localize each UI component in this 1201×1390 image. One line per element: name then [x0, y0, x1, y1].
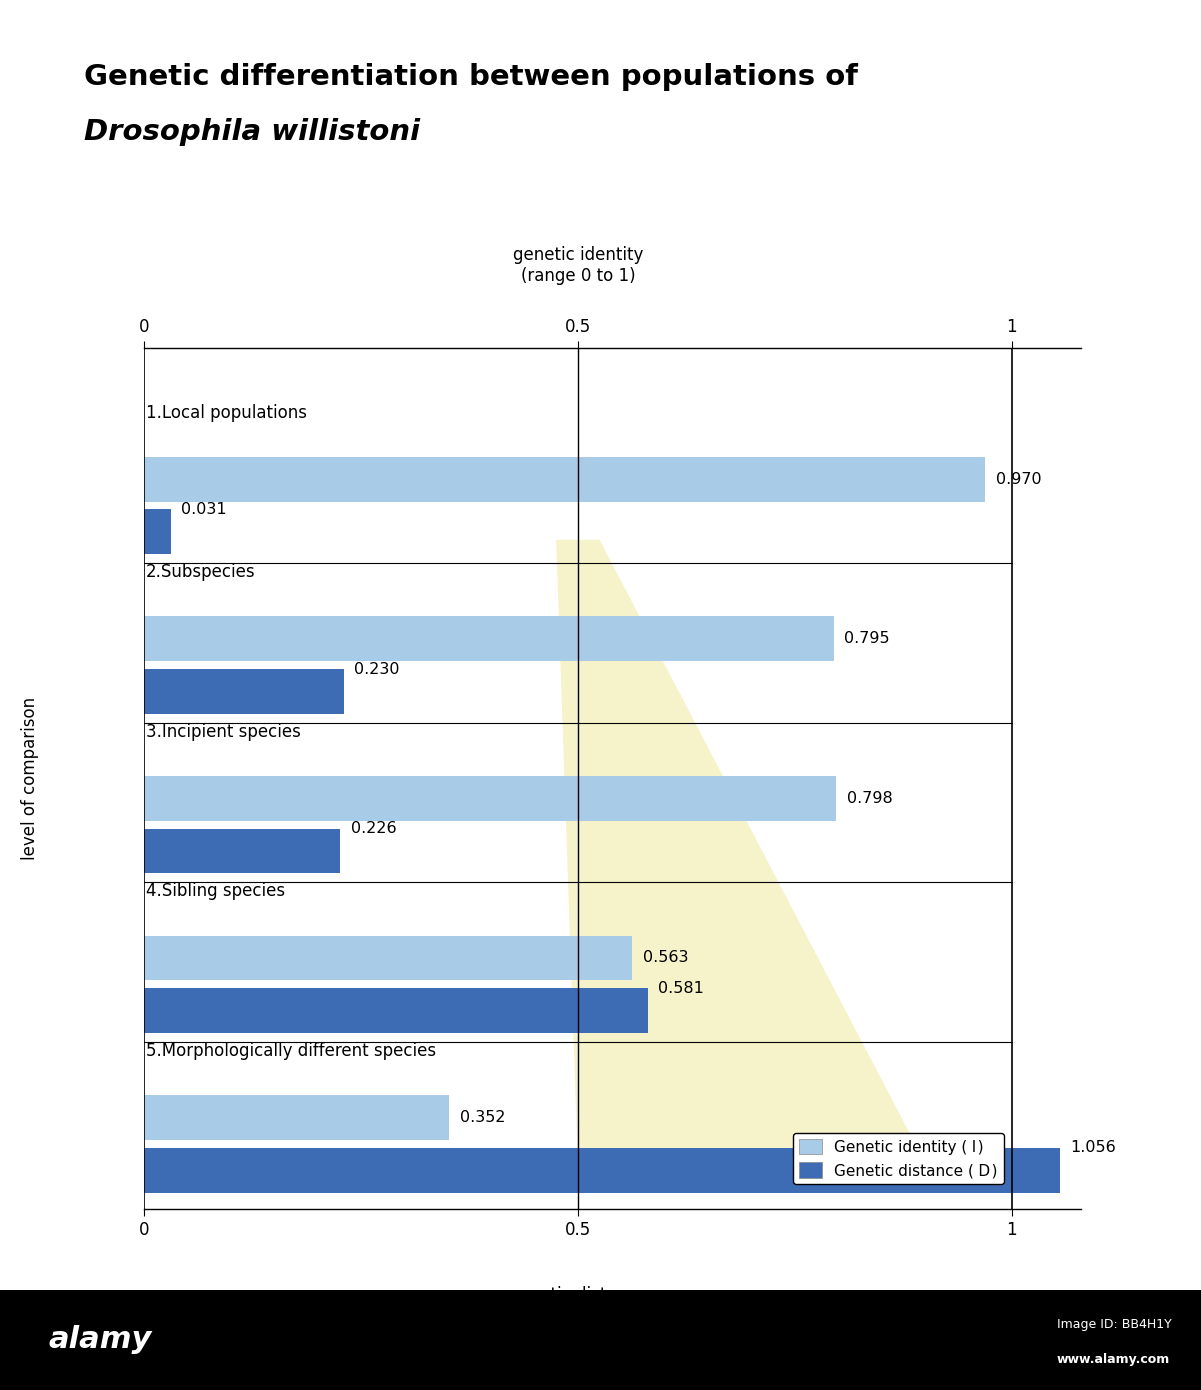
Text: 4.Sibling species: 4.Sibling species	[145, 883, 285, 901]
Text: 0.031: 0.031	[181, 502, 227, 517]
Legend: Genetic identity (  I ), Genetic distance (  D ): Genetic identity ( I ), Genetic distance…	[793, 1133, 1004, 1184]
Bar	[144, 988, 649, 1033]
Text: 1.056: 1.056	[1070, 1140, 1116, 1155]
Bar	[144, 510, 171, 555]
Text: level of comparison: level of comparison	[22, 696, 38, 860]
Text: 0.230: 0.230	[354, 662, 400, 677]
Text: 0.798: 0.798	[847, 791, 892, 806]
Text: 5.Morphologically different species: 5.Morphologically different species	[145, 1042, 436, 1061]
Text: 1.Local populations: 1.Local populations	[145, 403, 306, 421]
Text: Image ID: BB4H1Y: Image ID: BB4H1Y	[1057, 1319, 1172, 1332]
Text: 0.970: 0.970	[996, 471, 1041, 486]
Text: 0.581: 0.581	[658, 981, 704, 995]
Polygon shape	[556, 539, 925, 1162]
Bar	[144, 616, 833, 662]
Bar	[144, 776, 836, 820]
Bar	[144, 669, 343, 713]
Bar	[144, 457, 986, 502]
Text: genetic identity
(range 0 to 1): genetic identity (range 0 to 1)	[513, 246, 643, 285]
Text: 0.795: 0.795	[844, 631, 890, 646]
Text: 2.Subspecies: 2.Subspecies	[145, 563, 256, 581]
Bar	[144, 828, 340, 873]
Bar	[144, 1095, 449, 1140]
Text: 0.226: 0.226	[351, 821, 396, 837]
Text: 0.352: 0.352	[460, 1111, 506, 1125]
Bar	[144, 1148, 1060, 1193]
Text: Drosophila willistoni: Drosophila willistoni	[84, 118, 420, 146]
Text: 3.Incipient species: 3.Incipient species	[145, 723, 300, 741]
Text: genetic distance
(range 0 to ∞): genetic distance (range 0 to ∞)	[509, 1286, 646, 1325]
Text: Genetic differentiation between populations of: Genetic differentiation between populati…	[84, 63, 858, 90]
Text: 0.563: 0.563	[643, 951, 688, 966]
Text: www.alamy.com: www.alamy.com	[1057, 1354, 1170, 1366]
Bar	[144, 935, 633, 980]
Text: alamy: alamy	[48, 1326, 151, 1354]
